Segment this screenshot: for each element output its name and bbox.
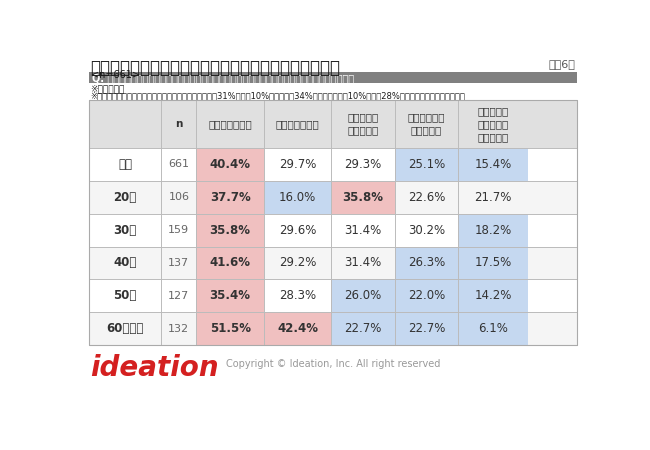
Text: オンライン
アンケート: オンライン アンケート xyxy=(347,112,378,135)
Text: 37.7%: 37.7% xyxy=(210,191,250,204)
Bar xyxy=(89,312,577,345)
Bar xyxy=(264,181,331,214)
Bar xyxy=(331,312,395,345)
Text: 今後、宿泊施設へ感想を伝える場合の伝え方（年代別）: 今後、宿泊施設へ感想を伝える場合の伝え方（年代別） xyxy=(90,59,341,77)
Text: 35.8%: 35.8% xyxy=(343,191,384,204)
Bar xyxy=(196,312,264,345)
Bar xyxy=(395,148,458,181)
Text: 29.6%: 29.6% xyxy=(279,224,316,237)
Text: 14.2%: 14.2% xyxy=(474,289,512,302)
Bar xyxy=(395,312,458,345)
Bar xyxy=(458,148,528,181)
Text: Q. 今後、宿泊施設へ感想を伝えることになった場合、どのような方法で伝えたいと思いますか。: Q. 今後、宿泊施設へ感想を伝えることになった場合、どのような方法で伝えたいと思… xyxy=(92,74,354,84)
Text: 159: 159 xyxy=(168,225,189,235)
Bar xyxy=(196,214,264,247)
Bar xyxy=(89,214,577,247)
Bar xyxy=(89,247,577,279)
Bar xyxy=(89,72,577,83)
Text: 22.7%: 22.7% xyxy=(408,322,445,335)
Text: 35.4%: 35.4% xyxy=(209,289,251,302)
Text: 紙のアンケート: 紙のアンケート xyxy=(208,119,252,129)
Text: 17.5%: 17.5% xyxy=(474,256,512,270)
Text: 106: 106 xyxy=(168,192,189,202)
Text: 15.4%: 15.4% xyxy=(474,158,512,171)
Text: 29.7%: 29.7% xyxy=(279,158,316,171)
Text: 51.5%: 51.5% xyxy=(209,322,251,335)
Bar xyxy=(331,279,395,312)
Text: 18.2%: 18.2% xyxy=(474,224,512,237)
Text: 全体: 全体 xyxy=(118,158,132,171)
Text: 29.2%: 29.2% xyxy=(279,256,316,270)
Text: 137: 137 xyxy=(168,258,189,268)
Bar xyxy=(196,247,264,279)
Text: 22.6%: 22.6% xyxy=(408,191,445,204)
Bar xyxy=(89,100,577,148)
Text: スタッフに直接: スタッフに直接 xyxy=(276,119,319,129)
Bar xyxy=(89,148,577,181)
Bar xyxy=(264,312,331,345)
Text: 40.4%: 40.4% xyxy=(209,158,251,171)
Bar xyxy=(458,247,528,279)
Text: 50代: 50代 xyxy=(114,289,136,302)
Text: ideation: ideation xyxy=(90,354,219,382)
Text: n: n xyxy=(175,119,183,129)
Text: 31.4%: 31.4% xyxy=(344,256,382,270)
Text: 31.4%: 31.4% xyxy=(344,224,382,237)
Text: <n=661>: <n=661> xyxy=(90,70,140,80)
Text: あてはまる
ものはない
わからない: あてはまる ものはない わからない xyxy=(478,106,509,142)
Text: 25.1%: 25.1% xyxy=(408,158,445,171)
Text: 30.2%: 30.2% xyxy=(408,224,445,237)
Bar xyxy=(89,279,577,312)
Text: 6.1%: 6.1% xyxy=(478,322,508,335)
Bar xyxy=(331,181,395,214)
Text: ※あてはまるものはない、わからない以外の平均回答率31%よりも10%高い割合（34%以上）を赤色、10%低い（28%以下）を青色でハイライト。: ※あてはまるものはない、わからない以外の平均回答率31%よりも10%高い割合（3… xyxy=(90,91,465,100)
Text: 29.3%: 29.3% xyxy=(344,158,382,171)
Text: Copyright © Ideation, Inc. All right reserved: Copyright © Ideation, Inc. All right res… xyxy=(226,359,440,369)
Text: 41.6%: 41.6% xyxy=(209,256,251,270)
Text: 22.7%: 22.7% xyxy=(344,322,382,335)
Text: 28.3%: 28.3% xyxy=(279,289,316,302)
Bar xyxy=(89,100,577,345)
Text: 26.0%: 26.0% xyxy=(344,289,382,302)
Text: 132: 132 xyxy=(168,324,189,333)
Text: 42.4%: 42.4% xyxy=(277,322,318,335)
Text: 【図6】: 【図6】 xyxy=(549,59,576,69)
Text: 21.7%: 21.7% xyxy=(474,191,512,204)
Text: 127: 127 xyxy=(168,291,189,301)
Text: 20代: 20代 xyxy=(114,191,136,204)
Bar xyxy=(196,181,264,214)
Text: 35.8%: 35.8% xyxy=(209,224,251,237)
Text: 40代: 40代 xyxy=(114,256,136,270)
Bar xyxy=(458,214,528,247)
Bar xyxy=(395,279,458,312)
Text: 22.0%: 22.0% xyxy=(408,289,445,302)
Text: 26.3%: 26.3% xyxy=(408,256,445,270)
Text: オンラインの
クチコミ欄: オンラインの クチコミ欄 xyxy=(408,112,445,135)
Bar xyxy=(458,312,528,345)
Text: 16.0%: 16.0% xyxy=(279,191,316,204)
Bar xyxy=(89,181,577,214)
Text: ※複数回答可: ※複数回答可 xyxy=(90,85,125,94)
Bar xyxy=(395,247,458,279)
Bar xyxy=(458,279,528,312)
Text: 60代以上: 60代以上 xyxy=(107,322,144,335)
Bar xyxy=(196,279,264,312)
Text: 661: 661 xyxy=(168,159,189,169)
Bar xyxy=(196,148,264,181)
Text: 30代: 30代 xyxy=(114,224,136,237)
